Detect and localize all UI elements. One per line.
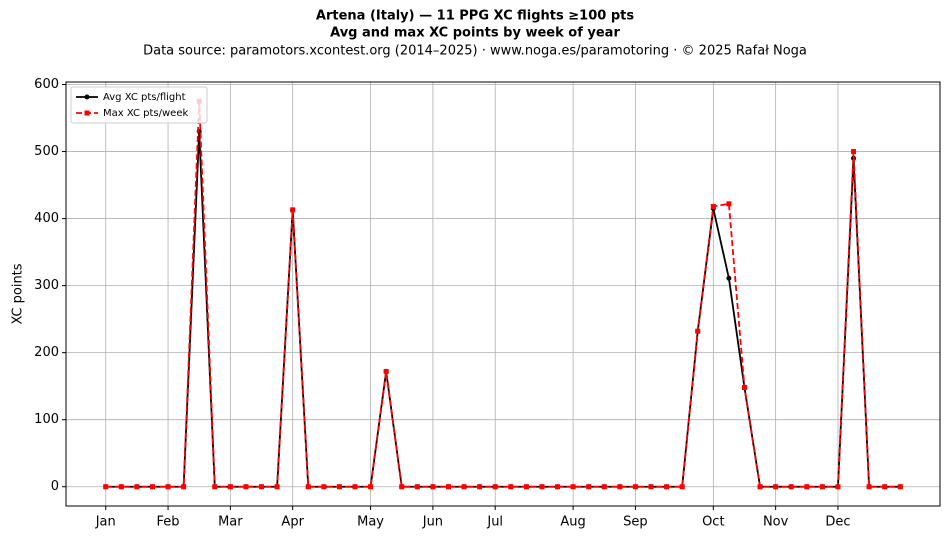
data-point — [648, 484, 654, 490]
data-point — [632, 484, 638, 490]
data-point — [321, 484, 327, 490]
x-tick-label: Nov — [763, 515, 789, 530]
y-tick-label: 500 — [34, 144, 59, 159]
data-point — [227, 484, 233, 490]
data-point — [679, 484, 685, 490]
chart-source: Data source: paramotors.xcontest.org (20… — [143, 44, 807, 59]
data-point — [383, 368, 389, 374]
x-tick-label: Jan — [95, 515, 116, 530]
data-point — [804, 484, 810, 490]
data-point — [352, 484, 358, 490]
y-tick-label: 600 — [34, 77, 59, 92]
data-point — [726, 275, 732, 281]
data-point — [741, 385, 747, 391]
chart-subtitle: Avg and max XC points by week of year — [330, 26, 620, 41]
data-point — [445, 484, 451, 490]
data-point — [835, 484, 841, 490]
data-point — [274, 484, 280, 490]
data-point — [851, 149, 857, 155]
data-point — [617, 484, 623, 490]
data-point — [181, 484, 187, 490]
data-point — [243, 484, 249, 490]
data-point — [757, 484, 763, 490]
x-tick-label: Apr — [281, 515, 304, 530]
data-point — [259, 484, 265, 490]
data-point — [695, 328, 701, 334]
legend-label: Avg XC pts/flight — [103, 92, 186, 103]
x-tick-label: Oct — [702, 515, 724, 530]
data-point — [508, 484, 514, 490]
data-point — [866, 484, 872, 490]
x-tick-label: Dec — [825, 515, 850, 530]
y-tick-label: 200 — [34, 345, 59, 360]
data-point — [586, 484, 592, 490]
data-point — [430, 484, 436, 490]
data-point — [461, 484, 467, 490]
legend-marker — [84, 110, 90, 116]
x-tick-label: Jul — [486, 515, 503, 530]
legend-box — [70, 86, 208, 124]
data-point — [368, 484, 374, 490]
series-line — [105, 101, 901, 488]
y-tick-label: 100 — [34, 412, 59, 427]
data-point — [399, 484, 405, 490]
x-tick-label: Mar — [218, 515, 243, 530]
data-point — [290, 207, 296, 213]
data-point — [539, 484, 545, 490]
data-point — [882, 484, 888, 490]
data-point — [477, 484, 483, 490]
data-point — [523, 484, 529, 490]
data-point — [570, 484, 576, 490]
data-point — [118, 484, 124, 490]
y-tick-label: 0 — [51, 479, 59, 494]
x-tick-label: Sep — [623, 515, 648, 530]
data-point — [773, 484, 779, 490]
data-point — [664, 484, 670, 490]
data-point — [710, 204, 716, 210]
data-point — [212, 484, 218, 490]
series-line — [105, 131, 901, 488]
x-tick-label: May — [357, 515, 384, 530]
chart-title: Artena (Italy) — 11 PPG XC flights ≥100 … — [316, 9, 634, 24]
legend-label: Max XC pts/week — [103, 108, 188, 119]
y-tick-label: 300 — [34, 278, 59, 293]
data-point — [601, 484, 607, 490]
legend-marker — [84, 94, 90, 100]
data-point — [165, 484, 171, 490]
data-point — [492, 484, 498, 490]
y-tick-label: 400 — [34, 211, 59, 226]
data-point — [149, 484, 155, 490]
x-tick-label: Aug — [560, 515, 585, 530]
y-axis-label: XC points — [11, 263, 26, 324]
data-point — [819, 484, 825, 490]
x-tick-label: Feb — [157, 515, 180, 530]
plot-frame — [65, 81, 941, 507]
data-point — [897, 484, 903, 490]
x-tick-label: Jun — [422, 515, 443, 530]
data-point — [305, 484, 311, 490]
data-point — [555, 484, 561, 490]
data-point — [134, 484, 140, 490]
data-point — [103, 484, 109, 490]
data-point — [726, 201, 732, 207]
data-point — [788, 484, 794, 490]
data-point — [414, 484, 420, 490]
data-point — [336, 484, 342, 490]
